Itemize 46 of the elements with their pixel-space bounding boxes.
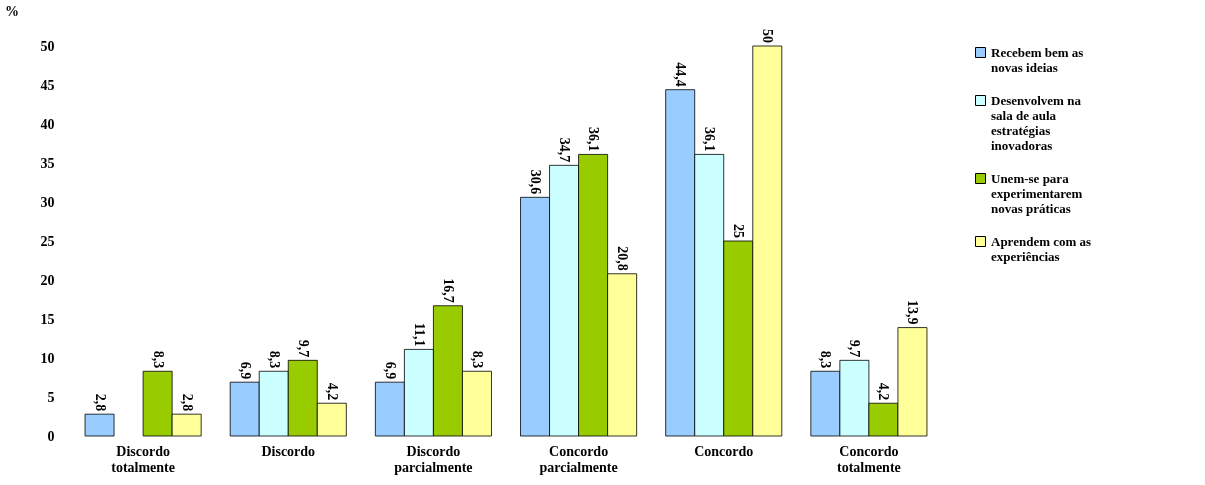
x-tick-label: Concordo <box>694 443 754 459</box>
data-label: 36,1 <box>586 126 602 152</box>
y-tick-label: 30 <box>40 194 55 210</box>
data-label: 11,1 <box>411 322 427 347</box>
data-label: 34,7 <box>557 137 573 163</box>
y-tick-label: 40 <box>40 116 55 132</box>
y-tick-label: 45 <box>40 77 55 93</box>
x-tick-label: Concordo totalmente <box>837 443 901 475</box>
data-label: 16,7 <box>440 278 456 303</box>
y-tick-label: 25 <box>40 233 55 249</box>
data-label: 6,9 <box>237 361 253 380</box>
data-label: 2,8 <box>92 393 108 412</box>
legend-label: Recebem bem as novas ideias <box>991 44 1084 75</box>
y-tick-label: 10 <box>40 350 55 366</box>
data-label: 6,9 <box>382 361 398 380</box>
x-tick-label: Discordo parcialmente <box>394 443 473 475</box>
legend-label: Unem-se para experimentarem novas práticas <box>991 170 1083 216</box>
data-label: 25 <box>731 224 747 238</box>
bar <box>84 413 115 437</box>
data-label: 4,2 <box>324 382 340 401</box>
data-label: 20,8 <box>615 246 631 271</box>
y-tick-label: 0 <box>47 428 55 444</box>
y-tick-label: 15 <box>40 311 55 327</box>
data-label: 8,3 <box>469 350 485 369</box>
data-label: 9,7 <box>295 339 311 358</box>
x-tick-label: Discordo <box>261 443 316 459</box>
y-tick-label: 5 <box>47 389 55 405</box>
legend-label: Desenvolvem na sala de aula estratégias inovadoras <box>991 92 1082 153</box>
data-label: 30,6 <box>528 169 544 195</box>
data-label: 8,3 <box>150 350 166 369</box>
legend-label: Aprendem com as experiências <box>991 233 1092 264</box>
data-label: 8,3 <box>266 350 282 369</box>
x-tick-label: Concordo parcialmente <box>539 443 618 475</box>
data-label: 9,7 <box>847 339 863 358</box>
data-label: 4,2 <box>876 382 892 401</box>
data-label: 50 <box>760 29 776 43</box>
y-tick-label: 20 <box>40 272 55 288</box>
y-tick-label: 50 <box>40 38 55 54</box>
data-label: 36,1 <box>702 126 718 152</box>
data-label: 2,8 <box>179 393 195 412</box>
data-label: 13,9 <box>905 300 921 325</box>
data-label: 44,4 <box>673 62 689 87</box>
data-label: 8,3 <box>818 350 834 369</box>
y-axis-title: % <box>5 4 19 19</box>
x-tick-label: Discordo totalmente <box>111 443 175 475</box>
y-tick-label: 35 <box>40 155 55 171</box>
